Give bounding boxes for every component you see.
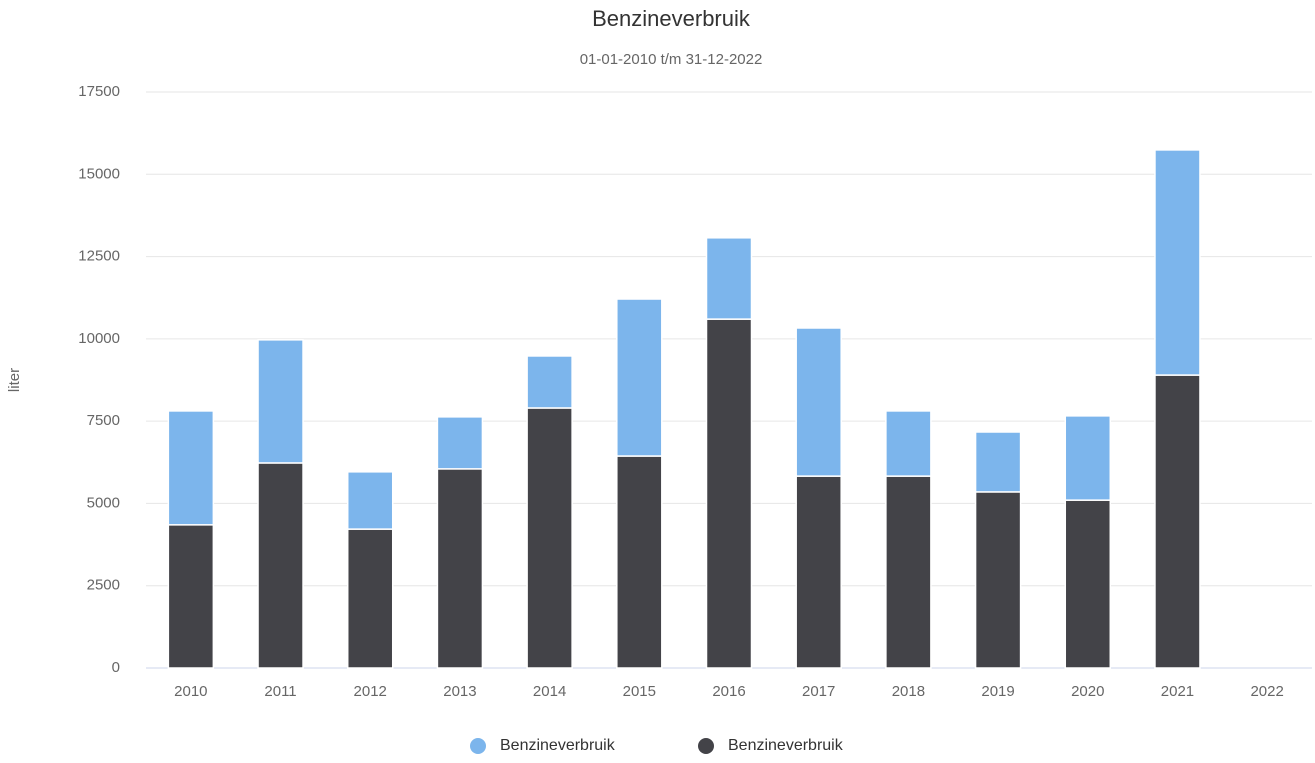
legend-label: Benzineverbruik	[728, 737, 844, 754]
bar	[167, 410, 215, 526]
y-tick-label: 12500	[78, 248, 120, 265]
bar	[526, 355, 573, 409]
x-tick-label: 2019	[981, 683, 1014, 700]
bar	[257, 339, 304, 464]
y-tick-label: 17500	[78, 83, 120, 100]
bar	[436, 468, 484, 669]
bar	[257, 462, 304, 669]
y-tick-label: 10000	[78, 330, 120, 347]
x-tick-label: 2011	[264, 683, 296, 700]
bar	[1064, 415, 1112, 501]
bar	[1154, 374, 1201, 669]
bar	[795, 475, 842, 669]
x-tick-label: 2021	[1161, 683, 1194, 700]
x-tick-label: 2020	[1071, 683, 1104, 700]
legend-marker	[470, 738, 486, 754]
bar	[1154, 149, 1201, 376]
chart-title: Benzineverbruik	[592, 6, 751, 31]
bar	[705, 318, 753, 669]
bar	[526, 407, 573, 669]
y-tick-label: 2500	[87, 577, 120, 594]
chart-subtitle: 01-01-2010 t/m 31-12-2022	[580, 51, 763, 68]
y-tick-label: 7500	[87, 412, 120, 429]
bar	[885, 410, 932, 477]
legend-marker	[698, 738, 714, 754]
bar	[974, 431, 1022, 493]
bar	[705, 237, 753, 320]
bar	[346, 528, 394, 669]
bar	[436, 416, 484, 470]
x-tick-label: 2016	[712, 683, 745, 700]
y-tick-label: 0	[112, 659, 120, 676]
bar	[795, 327, 842, 477]
y-axis-label: liter	[6, 368, 23, 392]
x-tick-label: 2022	[1250, 683, 1283, 700]
x-tick-label: 2012	[354, 683, 387, 700]
x-tick-label: 2010	[174, 683, 207, 700]
bar	[346, 471, 394, 530]
y-tick-label: 5000	[87, 494, 120, 511]
bar	[167, 524, 215, 669]
x-tick-label: 2013	[443, 683, 476, 700]
x-tick-label: 2015	[623, 683, 656, 700]
legend-label: Benzineverbruik	[500, 737, 616, 754]
y-tick-label: 15000	[78, 165, 120, 182]
x-tick-label: 2017	[802, 683, 835, 700]
bar	[616, 455, 663, 669]
x-tick-label: 2018	[892, 683, 925, 700]
bar	[616, 298, 663, 457]
bar	[974, 491, 1022, 669]
bar	[1064, 499, 1112, 669]
x-tick-label: 2014	[533, 683, 566, 700]
bar	[885, 475, 932, 669]
